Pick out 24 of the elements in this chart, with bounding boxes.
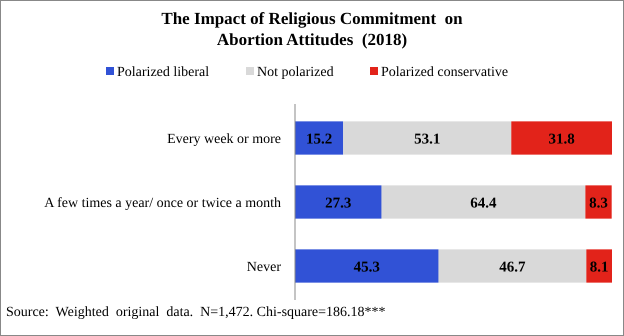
data-label: 31.8 [548,131,575,148]
legend-label: Polarized liberal [117,65,210,80]
y-tick-label: Every week or more [167,132,281,147]
chart-title: The Impact of Religious Commitment on Abortion Attitudes (2018) [161,9,464,49]
legend-label: Not polarized [257,65,334,80]
bar [295,249,438,283]
data-label: 15.2 [306,131,332,148]
bar [295,185,382,219]
data-label: 53.1 [414,131,440,148]
y-tick-label: Never [246,260,282,275]
legend-label: Polarized conservative [381,65,508,80]
source-note: Source: Weighted original data. N=1,472. Chi-square=186.18*** [6,305,386,320]
data-label: 64.4 [470,195,498,212]
data-label: 46.7 [499,259,526,276]
bar [381,185,586,219]
bar [438,249,586,283]
bar [343,121,512,155]
bar [295,121,344,155]
data-label: 45.3 [354,259,380,276]
y-tick-label: A few times a year/ once or twice a month [44,196,281,211]
data-label: 27.3 [325,195,352,212]
data-label: 8.1 [590,259,609,276]
bar [511,121,612,155]
data-label: 8.3 [589,195,608,212]
